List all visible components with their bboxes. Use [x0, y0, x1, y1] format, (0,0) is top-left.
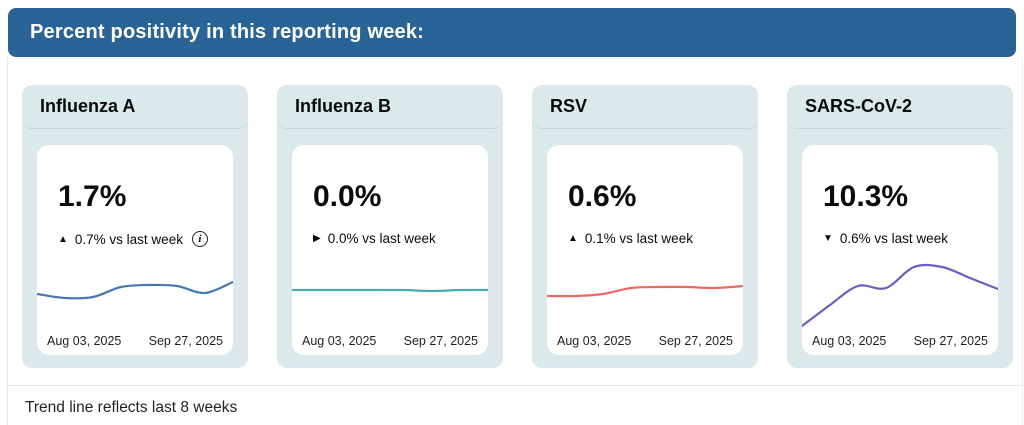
delta-text: 0.1% vs last week	[584, 231, 693, 246]
date-range: Aug 03, 2025 Sep 27, 2025	[547, 334, 743, 348]
sparkline-chart	[547, 284, 743, 298]
sparkline-chart	[292, 288, 488, 293]
card-rsv: RSV 0.6% ▲ 0.1% vs last week Aug 03, 202…	[532, 85, 758, 368]
card-body: 0.0% ▶ 0.0% vs last week Aug 03, 2025 Se…	[292, 145, 488, 355]
panel-left-border	[7, 57, 8, 425]
start-date: Aug 03, 2025	[302, 334, 377, 348]
card-header: SARS-CoV-2	[787, 85, 1013, 129]
delta-row: ▲ 0.1% vs last week	[568, 231, 693, 246]
card-title: RSV	[550, 96, 588, 116]
trend-down-icon: ▼	[823, 233, 833, 244]
trend-up-icon: ▲	[58, 233, 68, 245]
card-sars-cov-2: SARS-CoV-2 10.3% ▼ 0.6% vs last week Aug…	[787, 85, 1013, 368]
start-date: Aug 03, 2025	[47, 334, 122, 348]
card-body: 1.7% ▲ 0.7% vs last week i Aug 03, 2025 …	[37, 145, 233, 355]
current-value: 1.7%	[58, 180, 127, 213]
info-icon[interactable]: i	[191, 231, 208, 247]
trend-line	[802, 263, 998, 328]
delta-text: 0.7% vs last week	[74, 231, 183, 247]
start-date: Aug 03, 2025	[557, 334, 632, 348]
card-body: 0.6% ▲ 0.1% vs last week Aug 03, 2025 Se…	[547, 145, 743, 355]
card-header: Influenza B	[277, 85, 503, 129]
card-header: RSV	[532, 85, 758, 129]
card-body: 10.3% ▼ 0.6% vs last week Aug 03, 2025 S…	[802, 145, 998, 355]
end-date: Sep 27, 2025	[403, 334, 478, 348]
current-value: 0.6%	[568, 180, 637, 213]
date-range: Aug 03, 2025 Sep 27, 2025	[292, 334, 488, 348]
delta-text: 0.0% vs last week	[327, 231, 436, 246]
trend-flat-icon: ▶	[313, 233, 321, 244]
trend-up-icon: ▲	[568, 233, 578, 244]
card-title: Influenza B	[295, 96, 392, 116]
page-title: Percent positivity in this reporting wee…	[30, 21, 425, 43]
card-header: Influenza A	[22, 85, 248, 129]
trend-line	[547, 284, 743, 298]
delta-row: ▶ 0.0% vs last week	[313, 231, 436, 246]
end-date: Sep 27, 2025	[658, 334, 733, 348]
panel-right-border	[1022, 57, 1023, 425]
card-title: SARS-CoV-2	[805, 96, 913, 116]
delta-row: ▲ 0.7% vs last week i	[58, 231, 208, 247]
card-title: Influenza A	[40, 96, 136, 116]
date-range: Aug 03, 2025 Sep 27, 2025	[802, 334, 998, 348]
sparkline-chart	[802, 263, 998, 328]
delta-row: ▼ 0.6% vs last week	[823, 231, 948, 246]
trend-line	[292, 288, 488, 293]
current-value: 0.0%	[313, 180, 382, 213]
delta-text: 0.6% vs last week	[839, 231, 948, 246]
end-date: Sep 27, 2025	[148, 334, 223, 348]
card-influenza-b: Influenza B 0.0% ▶ 0.0% vs last week Aug…	[277, 85, 503, 368]
footer-note: Trend line reflects last 8 weeks	[25, 399, 238, 416]
trend-line	[37, 280, 233, 300]
page-header: Percent positivity in this reporting wee…	[8, 8, 1016, 57]
date-range: Aug 03, 2025 Sep 27, 2025	[37, 334, 233, 348]
end-date: Sep 27, 2025	[913, 334, 988, 348]
current-value: 10.3%	[823, 180, 909, 213]
card-influenza-a: Influenza A 1.7% ▲ 0.7% vs last week i A…	[22, 85, 248, 368]
start-date: Aug 03, 2025	[812, 334, 887, 348]
sparkline-chart	[37, 280, 233, 300]
footer-divider	[7, 385, 1024, 386]
